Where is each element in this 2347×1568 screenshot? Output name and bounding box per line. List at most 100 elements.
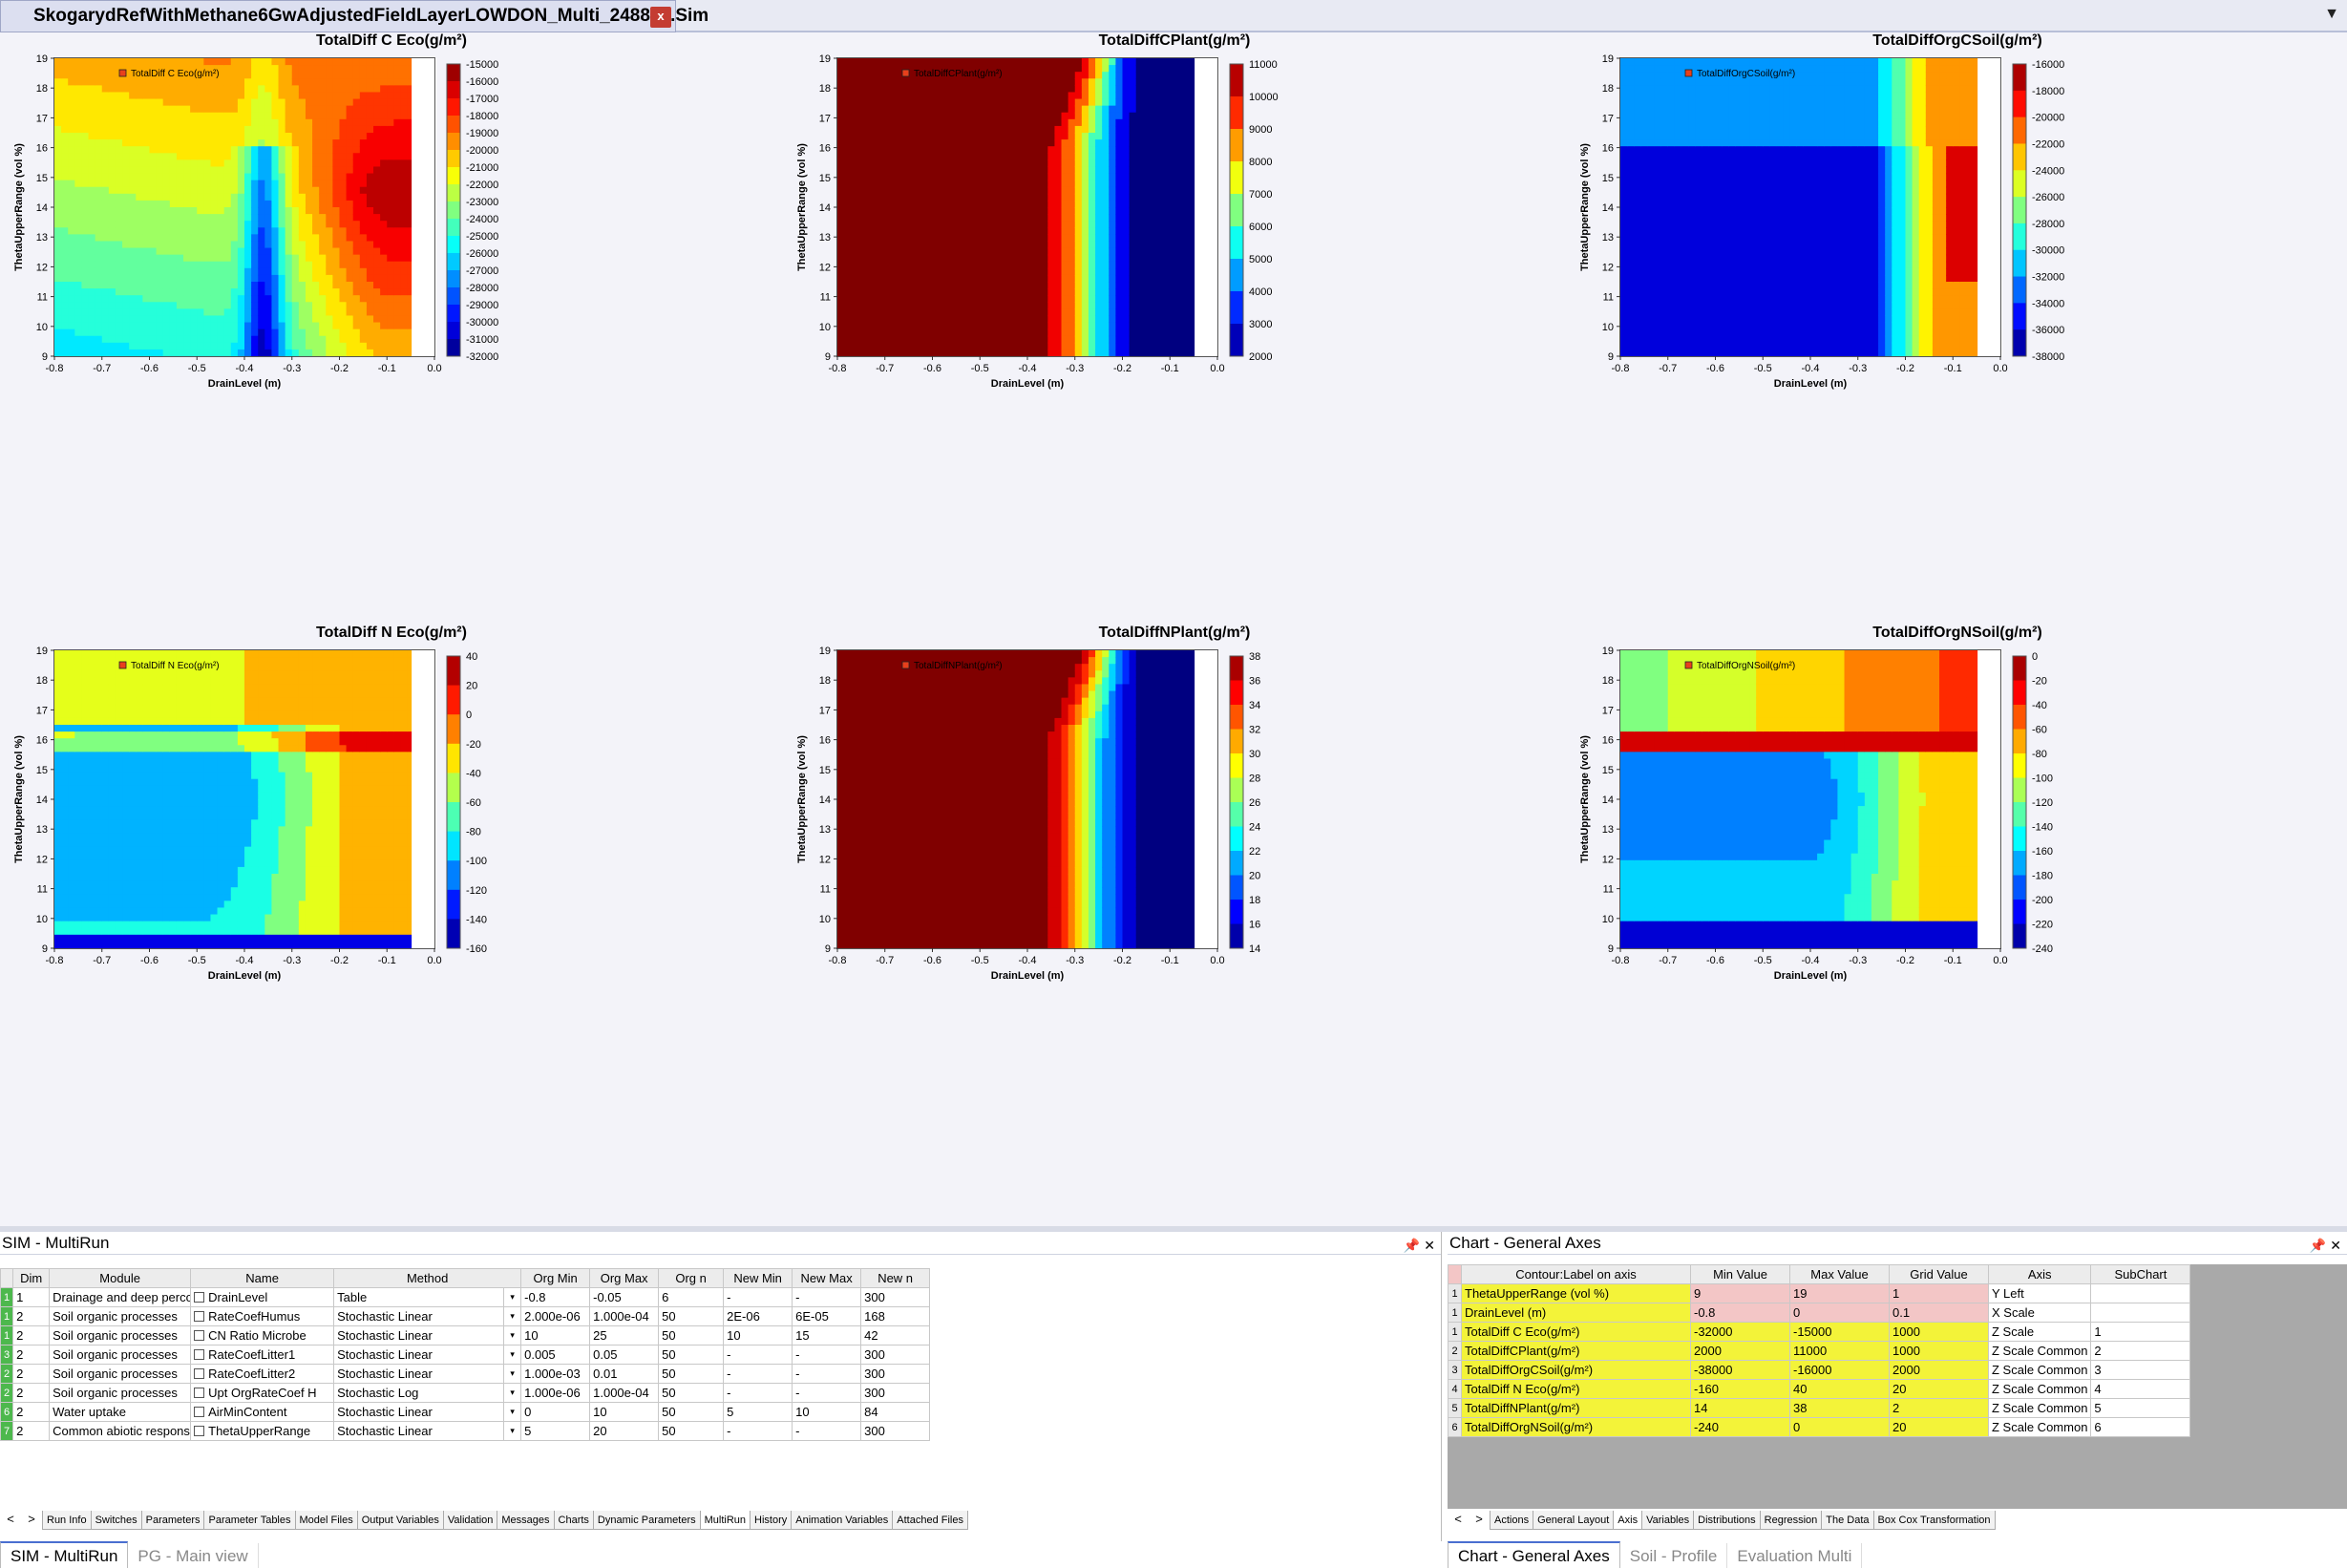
- contour-cell: [1115, 186, 1124, 195]
- contour-cell: [176, 193, 184, 201]
- contour-cell: [905, 92, 913, 100]
- contour-cell: [203, 125, 212, 134]
- contour-cell: [905, 322, 913, 330]
- contour-cell: [352, 200, 361, 208]
- contour-cell: [1054, 274, 1063, 283]
- contour-cell: [1088, 193, 1096, 201]
- contour-cell: [230, 186, 239, 195]
- contour-cell: [285, 207, 293, 215]
- contour-cell: [387, 166, 394, 175]
- contour-cell: [169, 221, 178, 228]
- contour-cell: [122, 342, 130, 350]
- contour-cell: [1122, 254, 1131, 263]
- contour-cell: [183, 125, 191, 134]
- contour-cell: [237, 58, 245, 66]
- contour-cell: [373, 335, 381, 344]
- contour-cell: [851, 180, 858, 188]
- contour-cell: [223, 221, 232, 228]
- contour-cell: [919, 214, 926, 222]
- contour-cell: [1000, 125, 1008, 134]
- contour-cell: [1006, 322, 1015, 330]
- contour-cell: [95, 186, 103, 195]
- contour-cell: [912, 139, 920, 147]
- contour-cell: [1034, 65, 1042, 73]
- contour-cell: [393, 98, 402, 107]
- contour-cell: [1000, 288, 1008, 296]
- contour-cell: [884, 180, 893, 188]
- contour-cell: [1190, 85, 1198, 94]
- contour-cell: [291, 274, 300, 283]
- contour-cell: [95, 214, 103, 222]
- contour-cell: [291, 153, 300, 160]
- contour-cell: [1081, 322, 1089, 330]
- contour-cell: [88, 282, 96, 289]
- contour-cell: [251, 282, 259, 289]
- colorbar-band: [447, 98, 460, 117]
- contour-cell: [373, 342, 381, 350]
- contour-cell: [877, 274, 886, 283]
- contour-cell: [393, 288, 402, 296]
- contour-cell: [101, 58, 110, 66]
- contour-cell: [251, 234, 259, 243]
- contour-cell: [162, 173, 171, 181]
- contour-cell: [1170, 288, 1177, 296]
- contour-cell: [210, 261, 219, 269]
- contour-cell: [190, 227, 198, 235]
- contour-cell: [1061, 322, 1069, 330]
- contour-cell: [190, 133, 198, 140]
- contour-cell: [74, 193, 83, 201]
- contour-cell: [1115, 322, 1124, 330]
- contour-cell: [162, 125, 171, 134]
- contour-cell: [95, 207, 103, 215]
- contour-cell: [332, 193, 341, 201]
- contour-cell: [108, 78, 116, 86]
- contour-cell: [884, 335, 893, 344]
- contour-cell: [1163, 65, 1171, 73]
- contour-cell: [258, 234, 265, 243]
- contour-cell: [1068, 180, 1076, 188]
- contour-cell: [346, 254, 354, 263]
- contour-cell: [95, 349, 103, 357]
- contour-cell: [1170, 328, 1177, 337]
- contour-cell: [319, 78, 327, 86]
- contour-cell: [851, 261, 858, 269]
- contour-cell: [1074, 78, 1083, 86]
- contour-cell: [203, 118, 212, 127]
- close-icon[interactable]: x: [650, 7, 671, 28]
- contour-cell: [217, 214, 225, 222]
- contour-cell: [993, 166, 1002, 175]
- contour-cell: [871, 65, 879, 73]
- contour-cell: [319, 125, 327, 134]
- contour-cell: [190, 125, 198, 134]
- contour-cell: [1006, 328, 1015, 337]
- contour-cell: [891, 295, 899, 303]
- contour-cell: [952, 105, 961, 114]
- contour-cell: [1122, 349, 1131, 357]
- colorbar-tick-label: -15000: [466, 59, 498, 71]
- contour-cell: [1170, 173, 1177, 181]
- contour-cell: [871, 315, 879, 324]
- contour-cell: [877, 193, 886, 201]
- contour-cell: [332, 214, 341, 222]
- contour-cell: [312, 214, 320, 222]
- contour-cell: [108, 105, 116, 114]
- contour-cell: [1156, 139, 1164, 147]
- contour-cell: [1054, 282, 1063, 289]
- contour-cell: [373, 92, 381, 100]
- contour-cell: [108, 302, 116, 309]
- contour-cell: [1020, 315, 1028, 324]
- contour-cell: [291, 267, 300, 276]
- contour-cell: [1054, 105, 1063, 114]
- chevron-down-icon[interactable]: ▼: [2324, 6, 2339, 22]
- contour-cell: [108, 335, 116, 344]
- contour-cell: [346, 118, 354, 127]
- document-tab[interactable]: SkogarydRefWithMethane6GwAdjustedFieldLa…: [0, 0, 708, 32]
- contour-cell: [939, 328, 947, 337]
- contour-cell: [891, 193, 899, 201]
- contour-cell: [271, 342, 280, 350]
- contour-cell: [332, 180, 341, 188]
- contour-cell: [271, 105, 280, 114]
- contour-cell: [1129, 288, 1137, 296]
- contour-cell: [1061, 234, 1069, 243]
- contour-cell: [1081, 146, 1089, 154]
